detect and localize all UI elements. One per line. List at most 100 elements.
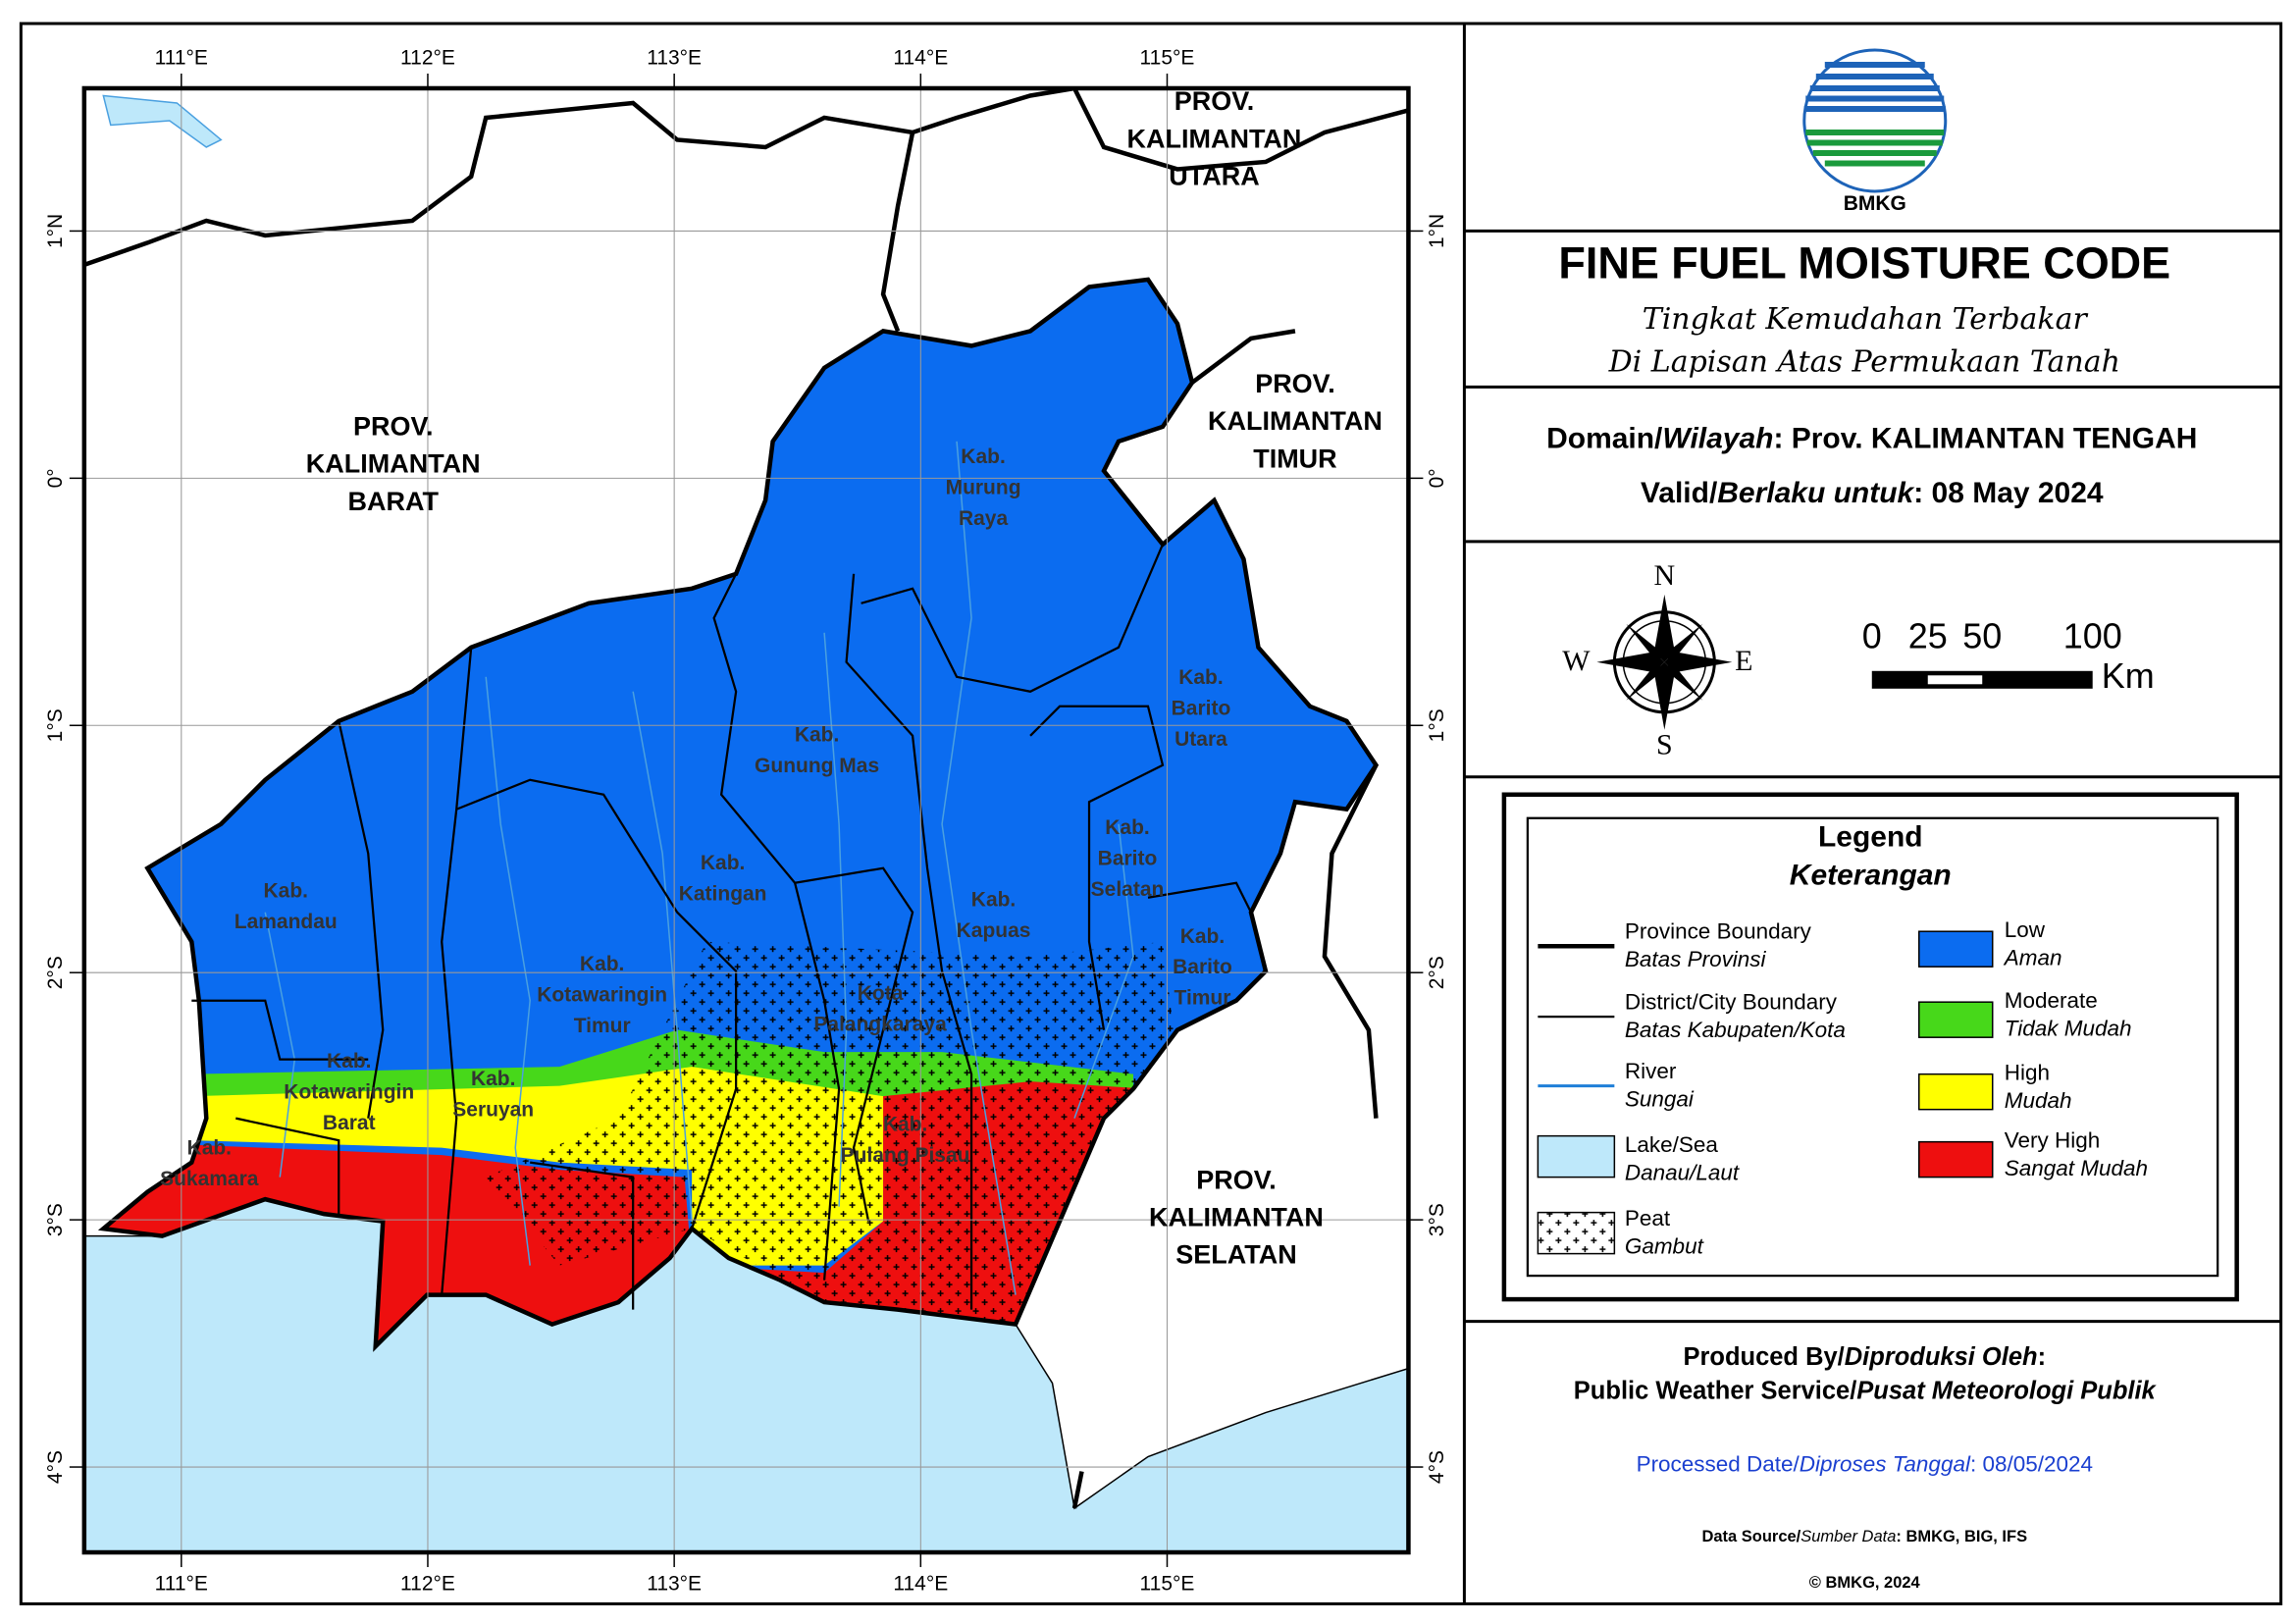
label: Diproduksi Oleh bbox=[1845, 1343, 2038, 1371]
legend-label: Province Boundary bbox=[1625, 919, 1812, 944]
credit: Produced By/Diproduksi Oleh: bbox=[1683, 1343, 2046, 1371]
district-label: Kab. bbox=[1178, 666, 1223, 689]
lon-label: 111°E bbox=[155, 1573, 208, 1596]
district-label: Selatan bbox=[1091, 878, 1165, 901]
scale-bar: 0 25 50 100 Km bbox=[1862, 615, 2155, 695]
compass: N W E S bbox=[1562, 559, 1752, 760]
legend-label: Gambut bbox=[1625, 1234, 1705, 1259]
lat-label: 4°S bbox=[44, 1450, 67, 1484]
side-panel bbox=[1462, 23, 2281, 1604]
copyright: © BMKG, 2024 bbox=[1809, 1574, 1921, 1592]
legend-label: Danau/Laut bbox=[1625, 1161, 1741, 1185]
compass-label: W bbox=[1562, 645, 1591, 677]
district-label: Katingan bbox=[679, 882, 767, 905]
compass-label: E bbox=[1735, 645, 1752, 677]
district-label: Kab. bbox=[1105, 816, 1149, 839]
domain-text: Domain/Wilayah: Prov. KALIMANTAN TENGAH bbox=[1546, 422, 2197, 454]
region-label: KALIMANTAN bbox=[1149, 1202, 1324, 1231]
legend-title: Legend bbox=[1818, 821, 1923, 854]
lat-label: 0° bbox=[1426, 468, 1448, 488]
label: Public Weather Service/ bbox=[1574, 1377, 1856, 1404]
lon-label: 112°E bbox=[400, 47, 455, 70]
label: Produced By/ bbox=[1683, 1343, 1844, 1371]
value: : BMKG, BIG, IFS bbox=[1896, 1528, 2027, 1545]
label: Berlaku untuk bbox=[1717, 477, 1914, 509]
district-label: Lamandau bbox=[235, 911, 338, 933]
lat-label: 2°S bbox=[44, 956, 67, 989]
lon-label: 111°E bbox=[155, 47, 208, 70]
label: Processed Date/ bbox=[1637, 1451, 1800, 1476]
legend-label: Low bbox=[2005, 917, 2046, 942]
region-label: UTARA bbox=[1169, 162, 1259, 191]
legend-label: Mudah bbox=[2005, 1088, 2072, 1113]
district-label: Pulang Pisau bbox=[841, 1144, 970, 1167]
district-boundaries bbox=[191, 544, 1252, 1310]
map-frame bbox=[81, 85, 1411, 1555]
legend-swatch bbox=[1918, 1001, 1994, 1038]
lake bbox=[102, 94, 223, 148]
legend-swatch bbox=[1918, 930, 1994, 968]
region-label: KALIMANTAN bbox=[1127, 124, 1302, 153]
scale-label: 100 bbox=[2063, 615, 2122, 655]
compass-label: S bbox=[1656, 729, 1673, 761]
district-label: Kab. bbox=[187, 1137, 232, 1160]
legend-label: Very High bbox=[2005, 1128, 2100, 1153]
district-label: Sukamara bbox=[160, 1168, 259, 1190]
credit: Public Weather Service/Pusat Meteorologi… bbox=[1574, 1377, 2158, 1404]
label: Wilayah bbox=[1662, 422, 1773, 454]
outer-border bbox=[19, 22, 2283, 1606]
region-label: TIMUR bbox=[1253, 444, 1336, 473]
region-label: KALIMANTAN bbox=[1208, 406, 1383, 436]
district-label: Utara bbox=[1174, 728, 1227, 751]
district-label: Kab. bbox=[795, 723, 839, 746]
region-label: KALIMANTAN bbox=[306, 449, 481, 479]
compass-label: N bbox=[1654, 559, 1676, 592]
district-label: Kab. bbox=[264, 879, 308, 902]
province-boundaries bbox=[83, 87, 1409, 1509]
label: Sumber Data bbox=[1800, 1528, 1896, 1545]
label: Domain/ bbox=[1546, 422, 1663, 454]
district-label: Kab. bbox=[471, 1068, 515, 1090]
lat-label: 3°S bbox=[1426, 1203, 1448, 1236]
label: Data Source/ bbox=[1701, 1528, 1800, 1545]
credits: Produced By/Diproduksi Oleh: Public Weat… bbox=[1574, 1343, 2158, 1592]
lon-label: 114°E bbox=[893, 47, 948, 70]
scale-unit: Km bbox=[2102, 655, 2155, 696]
legend-swatch bbox=[1918, 1140, 1994, 1178]
district-label: Timur bbox=[1174, 987, 1231, 1010]
legend-subtitle: Keterangan bbox=[1790, 860, 1952, 892]
legend-label: Sangat Mudah bbox=[2005, 1156, 2148, 1180]
district-label: Kab. bbox=[971, 888, 1016, 911]
legend-swatch bbox=[1918, 1073, 1994, 1111]
lat-label: 0° bbox=[44, 468, 67, 488]
district-label: Timur bbox=[574, 1015, 631, 1037]
value: : Prov. KALIMANTAN TENGAH bbox=[1773, 422, 2197, 454]
legend-label: Batas Kabupaten/Kota bbox=[1625, 1018, 1846, 1042]
map-labels: PROV. KALIMANTAN BARAT PROV. KALIMANTAN UTARA… bbox=[160, 86, 1383, 1270]
district-label: Murung bbox=[946, 476, 1021, 498]
district-label: Kotawaringin bbox=[284, 1081, 414, 1104]
lat-label: 1°S bbox=[44, 708, 67, 742]
district-label: Barat bbox=[323, 1112, 376, 1134]
district-label: Kotawaringin bbox=[537, 984, 667, 1007]
credit: Data Source/Sumber Data: BMKG, BIG, IFS bbox=[1701, 1528, 2027, 1545]
district-label: Kab. bbox=[883, 1114, 927, 1136]
value: : 08/05/2024 bbox=[1970, 1451, 2093, 1476]
logo-text: BMKG bbox=[1844, 192, 1906, 215]
subtitle: Tingkat Kemudahan Terbakar bbox=[1643, 302, 2089, 337]
district-label: Seruyan bbox=[452, 1099, 534, 1122]
region-label: BARAT bbox=[348, 487, 440, 516]
label: Pusat Meteorologi Publik bbox=[1856, 1377, 2157, 1404]
lon-label: 113°E bbox=[647, 47, 702, 70]
legend-label: District/City Boundary bbox=[1625, 990, 1838, 1015]
district-label: Kapuas bbox=[957, 919, 1031, 942]
lat-label: 1°S bbox=[1426, 708, 1448, 742]
lat-label: 1°N bbox=[1426, 214, 1448, 248]
region-label: PROV. bbox=[1196, 1165, 1276, 1194]
label: Diproses Tanggal bbox=[1800, 1451, 1971, 1476]
legend-label: Lake/Sea bbox=[1625, 1132, 1719, 1157]
scale-label: 0 bbox=[1862, 615, 1882, 655]
legend-symbols bbox=[1537, 943, 1616, 1255]
credit: Processed Date/Diproses Tanggal: 08/05/2… bbox=[1637, 1451, 2093, 1476]
district-label: Kota bbox=[858, 982, 904, 1005]
